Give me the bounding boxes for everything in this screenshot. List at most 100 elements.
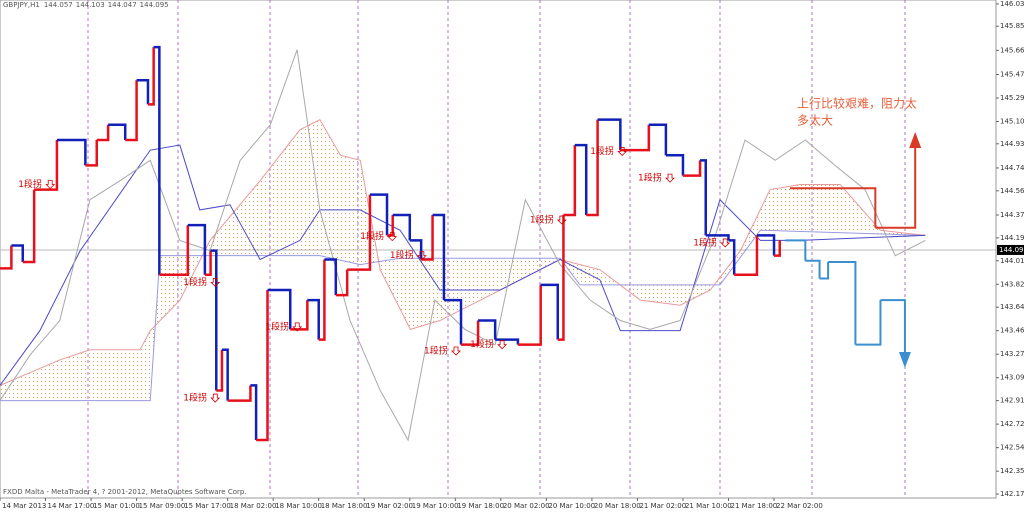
y-tick-label: 144.560 bbox=[1000, 187, 1024, 195]
price-step bbox=[324, 258, 338, 296]
x-tick-label: 15 Mar 01:00 bbox=[93, 502, 140, 510]
y-tick-label: 144.740 bbox=[1000, 164, 1024, 172]
y-tick-label: 145.855 bbox=[1000, 22, 1024, 30]
price-step bbox=[96, 124, 110, 142]
price-step bbox=[256, 290, 269, 442]
annotation: 1段拐 bbox=[265, 320, 289, 332]
price-step bbox=[700, 159, 707, 236]
price-step bbox=[495, 338, 520, 345]
x-tick-label: 20 Mar 18:00 bbox=[594, 502, 641, 510]
price-step bbox=[108, 123, 127, 140]
price-step bbox=[22, 189, 36, 264]
price-step bbox=[187, 223, 207, 275]
price-step bbox=[540, 283, 560, 340]
price-step bbox=[221, 348, 229, 401]
price-step bbox=[392, 213, 412, 241]
annotation: 1段拐 bbox=[590, 145, 614, 157]
close: 144.095 bbox=[140, 1, 169, 9]
back-layer bbox=[0, 0, 996, 498]
x-tick-label: 19 Mar 18:00 bbox=[457, 502, 504, 510]
price-step bbox=[387, 214, 394, 237]
annotation-arrow bbox=[497, 340, 508, 350]
high: 144.103 bbox=[76, 1, 105, 9]
price-step bbox=[369, 193, 389, 236]
price-step bbox=[517, 284, 542, 346]
plot-area bbox=[0, 0, 997, 499]
low: 144.047 bbox=[108, 1, 137, 9]
annotation-arrow bbox=[720, 238, 731, 248]
x-tick-label: 19 Mar 02:00 bbox=[366, 502, 413, 510]
price-step bbox=[789, 187, 877, 228]
price-step bbox=[267, 288, 292, 330]
annotation-arrow bbox=[556, 215, 567, 225]
price-step bbox=[0, 245, 13, 270]
annotation-arrow bbox=[451, 346, 461, 356]
annotation-arrow bbox=[665, 173, 675, 183]
price-step bbox=[828, 261, 857, 345]
cloud bbox=[0, 119, 926, 401]
price-step bbox=[421, 214, 434, 261]
price-step bbox=[563, 145, 577, 217]
annotation: 1段拐 bbox=[693, 236, 717, 248]
x-tick-label: 15 Mar 17:00 bbox=[184, 502, 231, 510]
price-step bbox=[210, 249, 218, 391]
annotation-arrow bbox=[210, 277, 221, 287]
price-step bbox=[756, 234, 776, 256]
price-step bbox=[597, 118, 622, 151]
price-step bbox=[335, 269, 349, 297]
price-step bbox=[227, 385, 252, 402]
y-tick-label: 145.105 bbox=[1000, 118, 1024, 126]
series-line bbox=[0, 118, 926, 386]
price-step bbox=[682, 160, 702, 177]
annotation: 1段拐 bbox=[530, 214, 554, 226]
annotation: 1段拐 bbox=[18, 178, 42, 190]
price-step bbox=[557, 214, 565, 341]
price-step bbox=[648, 123, 668, 156]
y-tick-label: 143.090 bbox=[1000, 374, 1024, 382]
x-tick-label: 20 Mar 02:00 bbox=[503, 502, 550, 510]
footer: FXDD Malta - MetaTrader 4, ? 2001-2012, … bbox=[3, 488, 247, 496]
y-tick-label: 146.030 bbox=[1000, 0, 1024, 8]
x-tick-label: 21 Mar 18:00 bbox=[731, 502, 778, 510]
x-tick-label: 21 Mar 02:00 bbox=[639, 502, 686, 510]
y-tick-label: 145.665 bbox=[1000, 46, 1024, 54]
price-step bbox=[347, 194, 372, 271]
x-tick-label: 20 Mar 10:00 bbox=[548, 502, 595, 510]
symbol: GBPJPY,H1 bbox=[3, 1, 40, 9]
x-tick-label: 14 Mar 2013 bbox=[2, 502, 46, 510]
x-tick-label: 18 Mar 10:00 bbox=[275, 502, 322, 510]
header: GBPJPY,H1 144.057 144.103 144.047 144.095 bbox=[3, 1, 169, 9]
series-line bbox=[0, 229, 926, 402]
y-tick-label: 142.910 bbox=[1000, 397, 1024, 405]
price-step bbox=[85, 139, 99, 167]
note-line: 上行比较艰难，阻力太 bbox=[797, 96, 917, 111]
annotation: 1段拐 bbox=[638, 172, 662, 184]
y-tick-label: 143.825 bbox=[1000, 280, 1024, 288]
price-step bbox=[728, 239, 736, 275]
price-step bbox=[34, 139, 59, 191]
annotation-arrow bbox=[416, 251, 427, 261]
x-tick-label: 21 Mar 10:00 bbox=[685, 502, 732, 510]
note-line: 多太大 bbox=[797, 113, 833, 128]
price-step bbox=[307, 298, 320, 340]
price-step bbox=[250, 384, 258, 441]
price-step bbox=[665, 153, 685, 176]
annotation-arrow bbox=[387, 232, 398, 242]
price-step bbox=[774, 240, 781, 257]
y-tick-label: 144.370 bbox=[1000, 211, 1024, 219]
x-tick-label: 18 Mar 18:00 bbox=[321, 502, 368, 510]
price-step bbox=[586, 119, 599, 217]
price-step bbox=[147, 47, 155, 106]
price-step bbox=[318, 259, 326, 341]
y-tick-label: 143.460 bbox=[1000, 327, 1024, 335]
price-step bbox=[125, 80, 138, 142]
price-step bbox=[705, 234, 730, 241]
annotation: 1段拐 bbox=[424, 345, 448, 357]
price-step bbox=[785, 239, 807, 261]
annotation: 1段拐 bbox=[360, 230, 384, 242]
x-tick-label: 15 Mar 09:00 bbox=[139, 502, 186, 510]
price-step bbox=[819, 262, 830, 280]
annotation: 1段拐 bbox=[470, 338, 494, 350]
price-step bbox=[443, 298, 463, 345]
